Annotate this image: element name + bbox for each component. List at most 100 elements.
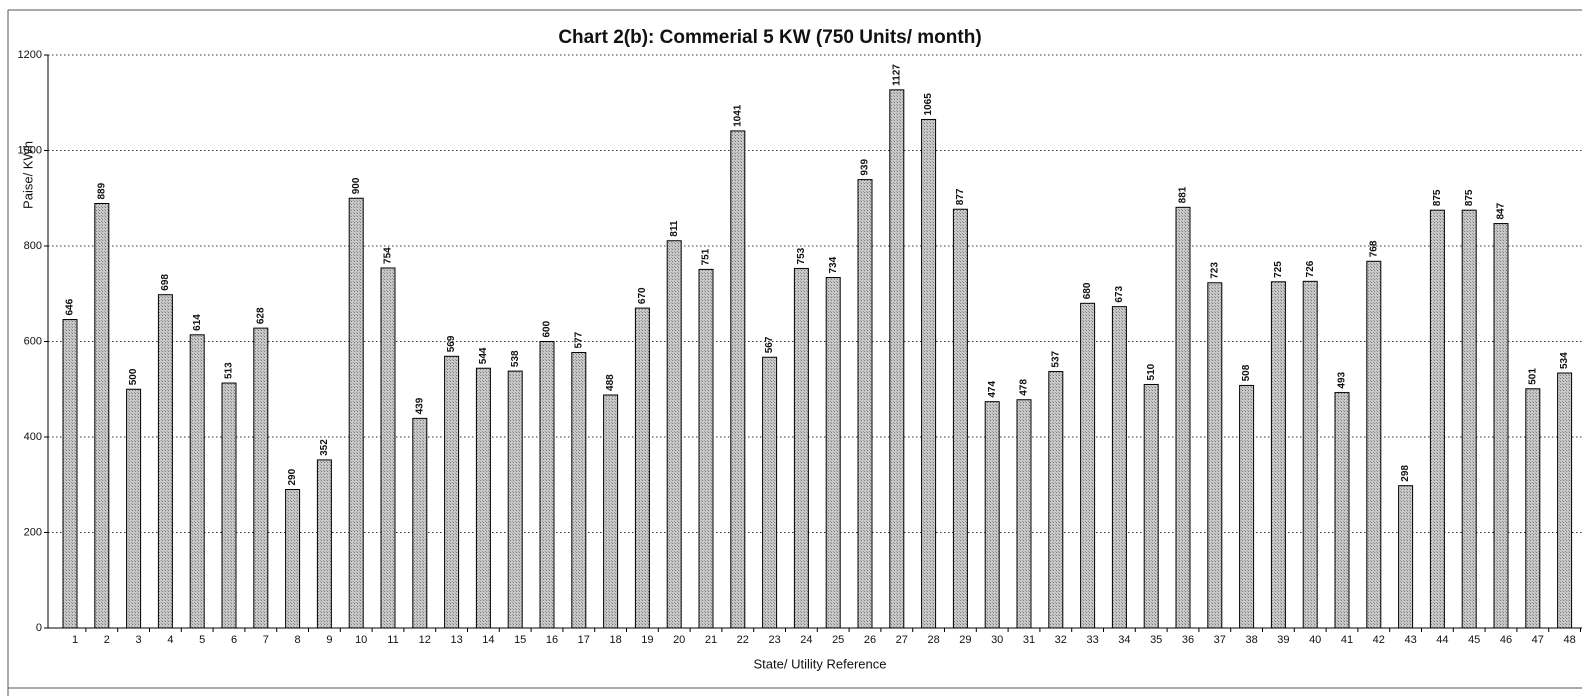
x-tick-label: 2 [104, 634, 110, 646]
data-label: 493 [1337, 371, 1348, 388]
data-label: 352 [319, 439, 330, 456]
data-label: 670 [637, 287, 648, 304]
x-tick-label: 26 [864, 634, 876, 646]
bar [1048, 371, 1064, 629]
bar [1557, 372, 1573, 629]
x-tick-label: 22 [737, 634, 749, 646]
x-axis-title: State/ Utility Reference [754, 656, 887, 671]
bar [221, 382, 237, 629]
data-label: 889 [96, 182, 107, 199]
bar [793, 267, 809, 629]
data-label: 1127 [891, 64, 902, 86]
bar [412, 417, 428, 629]
x-tick-label: 32 [1055, 634, 1067, 646]
x-tick-label: 24 [800, 634, 812, 646]
data-label: 600 [542, 320, 553, 337]
bar [1143, 383, 1159, 629]
bar [348, 197, 364, 629]
bar [1429, 209, 1445, 629]
data-label: 734 [828, 256, 839, 273]
x-tick-label: 18 [609, 634, 621, 646]
data-label: 538 [510, 350, 521, 367]
data-label: 534 [1559, 352, 1570, 369]
x-tick-label: 42 [1373, 634, 1385, 646]
x-tick-label: 16 [546, 634, 558, 646]
x-tick-label: 35 [1150, 634, 1162, 646]
chart-title: Chart 2(b): Commerial 5 KW (750 Units/ m… [558, 27, 981, 48]
x-tick-label: 9 [326, 634, 332, 646]
x-tick-label: 13 [450, 634, 462, 646]
bar [1270, 281, 1286, 629]
data-label: 751 [701, 248, 712, 265]
x-tick-label: 19 [641, 634, 653, 646]
x-tick-label: 10 [355, 634, 367, 646]
data-label: 474 [987, 381, 998, 398]
data-label: 726 [1305, 260, 1316, 277]
y-tick-label: 1200 [18, 49, 42, 61]
x-tick-label: 45 [1468, 634, 1480, 646]
x-tick-label: 11 [387, 634, 398, 646]
data-label: 488 [605, 374, 616, 391]
x-tick-label: 4 [167, 634, 173, 646]
bar [1334, 392, 1350, 629]
x-tick-label: 41 [1341, 634, 1353, 646]
data-label: 569 [446, 335, 457, 352]
bar [539, 341, 555, 629]
data-label: 290 [287, 468, 298, 485]
x-tick-label: 36 [1182, 634, 1194, 646]
x-tick-label: 17 [578, 634, 590, 646]
x-tick-label: 1 [72, 634, 78, 646]
data-label: 439 [414, 397, 425, 414]
data-label: 811 [669, 220, 680, 237]
x-tick-label: 5 [199, 634, 205, 646]
x-tick-label: 28 [927, 634, 939, 646]
data-label: 614 [192, 314, 203, 331]
bar [1525, 388, 1541, 629]
data-label: 500 [128, 368, 139, 385]
bar [157, 294, 173, 629]
bar [1366, 260, 1382, 629]
data-label: 725 [1273, 261, 1284, 278]
x-tick-label: 39 [1277, 634, 1289, 646]
x-tick-label: 29 [959, 634, 971, 646]
x-tick-label: 31 [1023, 634, 1035, 646]
bar [698, 268, 714, 629]
x-tick-label: 21 [705, 634, 717, 646]
x-tick-label: 43 [1404, 634, 1416, 646]
bar [571, 351, 587, 629]
bar [603, 394, 619, 629]
x-tick-label: 20 [673, 634, 685, 646]
y-tick-label: 600 [24, 335, 42, 347]
bar [1461, 209, 1477, 629]
bar [634, 307, 650, 629]
x-tick-label: 14 [482, 634, 494, 646]
y-tick-label: 0 [36, 622, 42, 634]
bar [889, 89, 905, 629]
data-label: 577 [573, 331, 584, 348]
x-tick-label: 33 [1086, 634, 1098, 646]
bar [253, 327, 269, 629]
x-tick-label: 30 [991, 634, 1003, 646]
x-tick-label: 6 [231, 634, 237, 646]
bar [475, 367, 491, 629]
bar [380, 267, 396, 629]
data-label: 537 [1050, 350, 1061, 367]
bar [952, 208, 968, 629]
x-tick-label: 23 [768, 634, 780, 646]
bar [1493, 223, 1509, 629]
bar [984, 401, 1000, 629]
x-tick-label: 8 [295, 634, 301, 646]
x-tick-label: 12 [419, 634, 431, 646]
bar [316, 459, 332, 629]
bar [1016, 399, 1032, 629]
x-tick-label: 40 [1309, 634, 1321, 646]
x-tick-label: 34 [1118, 634, 1130, 646]
bar [285, 489, 301, 629]
y-axis-title: Paise/ KWh [20, 141, 35, 209]
y-tick-label: 200 [24, 526, 42, 538]
data-label: 698 [160, 274, 171, 291]
data-label: 881 [1178, 186, 1189, 203]
data-label: 680 [1082, 282, 1093, 299]
x-tick-label: 15 [514, 634, 526, 646]
